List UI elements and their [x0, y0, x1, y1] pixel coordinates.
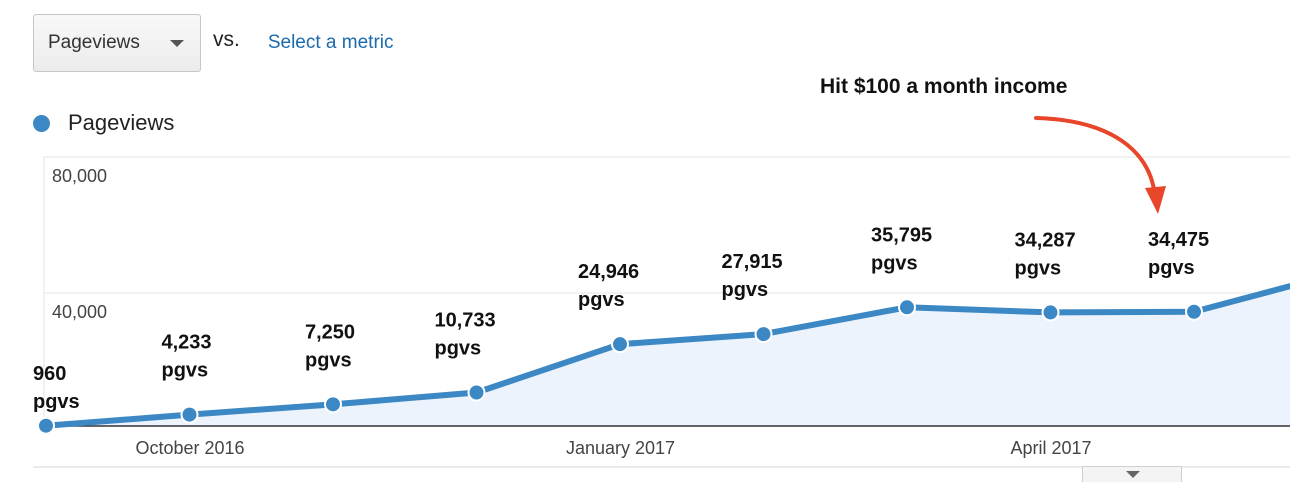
- vs-label: vs.: [213, 28, 240, 51]
- x-tick-label: January 2017: [566, 438, 675, 458]
- data-label-value: 24,946: [578, 261, 639, 283]
- data-label-unit: pgvs: [435, 338, 482, 360]
- chart-legend: Pageviews: [33, 110, 174, 136]
- data-point: [898, 298, 916, 317]
- data-point: [180, 405, 199, 424]
- data-label-value: 34,287: [1015, 229, 1076, 251]
- data-point: [467, 383, 486, 402]
- select-metric-link[interactable]: Select a metric: [267, 32, 394, 53]
- annotation-arrow-curve: [1034, 116, 1157, 198]
- data-label-value: 7,250: [305, 321, 355, 343]
- chevron-down-icon: [1126, 471, 1140, 478]
- data-label-unit: pgvs: [162, 360, 209, 382]
- y-tick-label: 40,000: [52, 302, 107, 322]
- data-label-value: 34,475: [1148, 229, 1209, 251]
- data-label-unit: pgvs: [1148, 257, 1195, 279]
- annotation-arrowhead-icon: [1145, 186, 1166, 214]
- data-point: [611, 335, 629, 354]
- metric-dropdown[interactable]: Pageviews: [33, 14, 201, 72]
- y-tick-label: 80,000: [52, 166, 107, 186]
- legend-label: Pageviews: [68, 110, 175, 135]
- x-tick-label: October 2016: [135, 438, 244, 458]
- data-point: [37, 416, 55, 435]
- data-label-unit: pgvs: [305, 349, 352, 371]
- data-label-unit: pgvs: [1015, 257, 1062, 279]
- metric-selector-row: Pageviews vs. Select a metric: [33, 13, 394, 73]
- data-point: [1185, 302, 1203, 321]
- data-label-unit: pgvs: [33, 391, 80, 413]
- data-label-unit: pgvs: [722, 279, 769, 301]
- data-label-value: 27,915: [722, 251, 783, 273]
- data-point: [754, 325, 773, 344]
- area-fill: [46, 286, 1290, 426]
- data-label-value: 4,233: [162, 332, 212, 354]
- chevron-down-icon: [170, 40, 184, 47]
- data-label-value: 35,795: [871, 224, 932, 246]
- data-label-unit: pgvs: [578, 289, 625, 311]
- annotation-text: Hit $100 a month income: [820, 75, 1067, 98]
- data-point: [1041, 303, 1060, 322]
- chart-scroll-handle[interactable]: [1082, 466, 1182, 482]
- data-label-value: 960: [33, 363, 66, 385]
- data-label-value: 10,733: [435, 310, 496, 332]
- x-tick-label: April 2017: [1010, 438, 1091, 458]
- series-line-pageviews: [43, 283, 1290, 429]
- data-label-unit: pgvs: [871, 252, 918, 274]
- metric-dropdown-label: Pageviews: [48, 32, 140, 53]
- data-point: [324, 395, 342, 414]
- legend-dot-icon: [33, 114, 50, 132]
